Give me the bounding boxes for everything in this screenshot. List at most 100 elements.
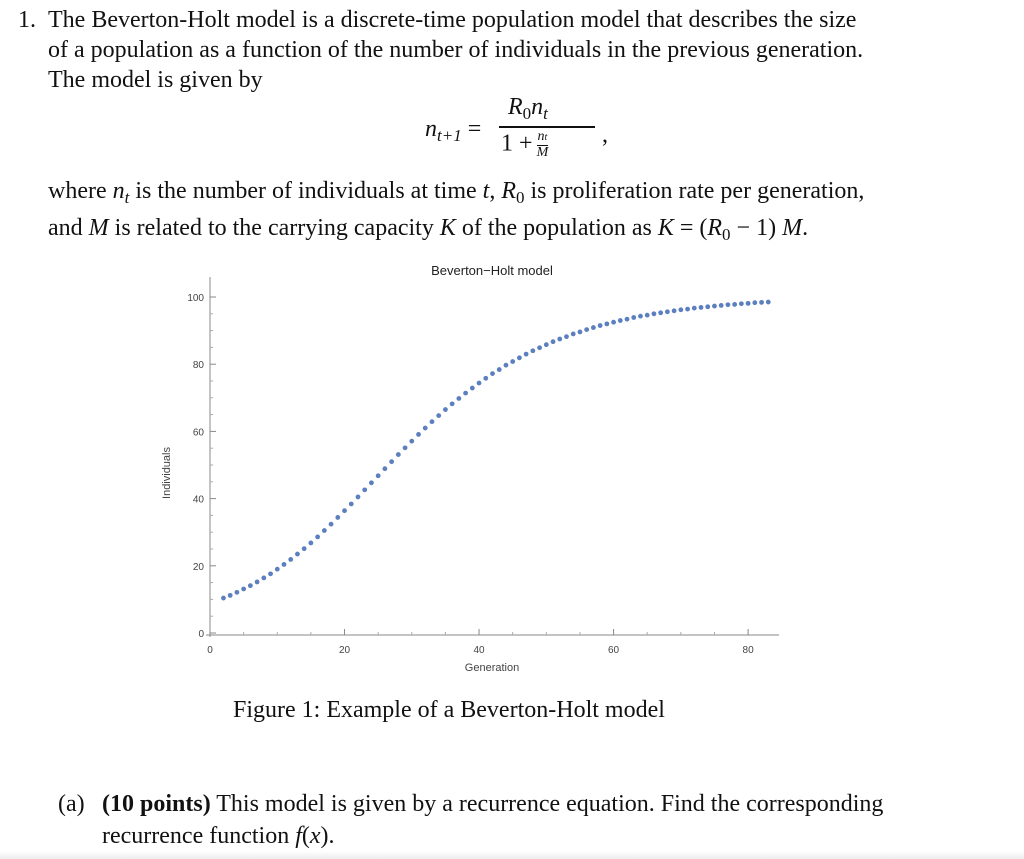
data-point — [732, 301, 738, 307]
data-point — [268, 571, 273, 577]
eq-small-fraction: nt M — [536, 130, 549, 160]
data-point — [281, 562, 287, 567]
w2M: M — [88, 215, 109, 241]
equation-lhs: nt+1 = — [425, 116, 481, 146]
w2ftail: − 1) — [730, 215, 783, 241]
data-point — [537, 345, 542, 351]
eq-num-r: R — [508, 94, 523, 120]
y-tick-label: 60 — [193, 427, 205, 438]
data-point — [510, 359, 516, 364]
w1c: , — [489, 178, 502, 204]
data-point — [369, 480, 374, 486]
eq-lhs-sub: t+1 — [437, 126, 462, 145]
y-tick-label: 0 — [198, 629, 204, 640]
w2a: and — [48, 215, 89, 241]
w2fRsub: 0 — [722, 225, 731, 244]
data-point — [503, 362, 509, 368]
data-point — [718, 303, 724, 308]
w1d: is proliferation rate per generation, — [524, 178, 865, 204]
part-a-points: (10 points) — [102, 791, 211, 817]
part-a: (a) (10 points) This model is given by a… — [58, 788, 998, 852]
data-point — [590, 325, 596, 330]
data-point — [476, 380, 482, 386]
data-point — [274, 566, 280, 572]
part-a-text2a: recurrence function — [102, 823, 296, 849]
part-a-line-1: (10 points) This model is given by a rec… — [102, 788, 998, 820]
data-point — [617, 318, 623, 323]
data-point — [308, 540, 314, 546]
y-tick-label: 20 — [193, 562, 205, 573]
w1t: t — [482, 178, 490, 204]
intro-line-3: The model is given by — [48, 67, 263, 93]
data-point — [295, 551, 300, 557]
data-point — [227, 592, 233, 598]
data-point — [301, 546, 307, 552]
data-point — [416, 432, 421, 437]
w2K: K — [439, 215, 456, 241]
data-point — [752, 300, 758, 306]
data-point — [644, 312, 650, 318]
w1b: is the number of individuals at time — [129, 178, 483, 204]
data-point — [328, 521, 334, 527]
where-line-2: and M is related to the carrying capacit… — [48, 213, 998, 250]
eq-lhs-var: n — [425, 116, 437, 142]
data-point — [759, 299, 764, 305]
beverton-holt-equation: nt+1 = R0nt 1 + nt M , — [425, 92, 645, 168]
data-point — [738, 301, 744, 307]
data-point — [577, 329, 583, 335]
intro-line-2: of a population as a function of the num… — [48, 37, 864, 63]
x-axis-label: Generation — [465, 662, 519, 674]
data-point — [725, 302, 731, 308]
problem-intro: 1. The Beverton-Holt model is a discrete… — [18, 5, 998, 95]
data-point — [658, 310, 664, 316]
eq-equals: = — [467, 116, 482, 142]
data-point — [678, 307, 684, 313]
data-point — [664, 309, 670, 315]
data-point — [234, 589, 240, 595]
data-point — [530, 348, 536, 354]
y-axis-label: Individuals — [161, 447, 173, 499]
part-a-x: x — [309, 823, 321, 849]
data-point — [315, 534, 321, 540]
fraction-bar — [499, 126, 595, 128]
eq-num-n: n — [531, 94, 544, 120]
data-point — [254, 579, 260, 585]
data-point — [745, 300, 751, 306]
data-point — [638, 313, 643, 319]
w2fM: M — [782, 215, 803, 241]
data-point — [543, 342, 549, 348]
equation-denominator: 1 + nt M — [501, 130, 549, 160]
data-point — [712, 303, 717, 309]
data-point — [517, 355, 522, 361]
w1a: where — [48, 178, 113, 204]
w2fR: R — [707, 215, 723, 241]
x-tick-label: 40 — [473, 645, 485, 656]
data-point — [288, 557, 294, 562]
part-a-paren-close: ). — [320, 823, 335, 849]
w1nsub: t — [124, 188, 130, 207]
chart-title: Beverton−Holt model — [431, 263, 553, 278]
data-point — [469, 385, 475, 391]
bottom-edge-shade — [0, 851, 1024, 859]
y-tick-label: 100 — [187, 293, 204, 304]
figure-caption: Figure 1: Example of a Beverton-Holt mod… — [233, 697, 665, 723]
data-point — [691, 305, 697, 311]
part-a-text1: This model is given by a recurrence equa… — [210, 791, 884, 817]
data-point — [321, 528, 327, 533]
y-tick-label: 80 — [193, 360, 205, 371]
x-axis: 0 20 40 60 80 — [206, 629, 779, 656]
y-tick-label: 40 — [193, 495, 205, 506]
eq-den-one-plus: 1 + — [501, 130, 533, 157]
w1Rsub: 0 — [516, 188, 525, 207]
w2feq: = ( — [673, 215, 708, 241]
x-tick-label: 80 — [743, 645, 755, 656]
data-point — [422, 425, 428, 431]
data-point — [611, 319, 616, 325]
part-a-label: (a) — [58, 791, 85, 817]
data-point — [651, 311, 657, 317]
data-point — [570, 331, 576, 337]
data-point — [409, 438, 415, 444]
data-point — [557, 336, 563, 342]
data-point — [335, 515, 341, 520]
w2c: of the population as — [455, 215, 658, 241]
